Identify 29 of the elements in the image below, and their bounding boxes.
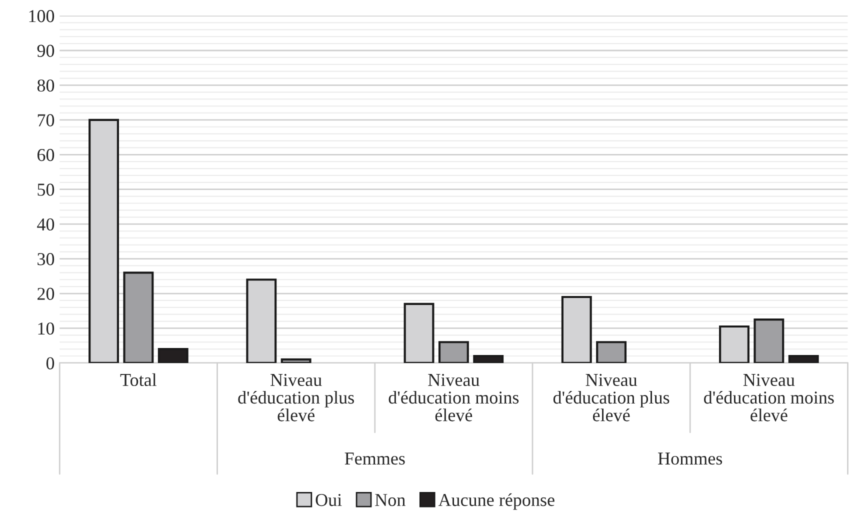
bar <box>754 318 784 363</box>
x-tick-label: Niveau d'éducation moins élevé <box>704 374 834 422</box>
y-tick-label: 10 <box>38 322 54 335</box>
y-tick-label: 60 <box>38 148 54 162</box>
x-tick-label: Niveau d'éducation plus élevé <box>238 374 354 422</box>
bar <box>158 348 188 363</box>
y-tick-label: 40 <box>37 218 54 231</box>
x-tick-label: Niveau d'éducation moins élevé <box>388 374 519 422</box>
y-tick-label: 70 <box>38 114 54 126</box>
bar <box>123 272 154 363</box>
bar <box>596 341 627 363</box>
y-tick-label: 30 <box>38 253 54 266</box>
y-tick-label: 90 <box>37 44 54 57</box>
y-tick-label: 50 <box>38 184 54 196</box>
x-tick-label: Niveau d'éducation plus élevé <box>553 374 670 422</box>
text: Femmes <box>344 452 405 465</box>
bar <box>788 354 819 363</box>
bar <box>438 341 469 363</box>
legend-label: Aucune réponse <box>438 493 554 510</box>
x-tick-label: Total <box>120 373 157 386</box>
text: Hommes <box>658 452 722 465</box>
legend-label: Oui <box>316 494 342 506</box>
y-tick-label: 80 <box>37 79 54 92</box>
legend-label: Non <box>375 494 406 506</box>
bar <box>473 354 504 363</box>
y-tick-label: 20 <box>38 288 54 300</box>
y-tick-label: 100 <box>29 10 54 22</box>
bar <box>280 358 312 363</box>
y-tick-label: 0 <box>46 357 54 370</box>
